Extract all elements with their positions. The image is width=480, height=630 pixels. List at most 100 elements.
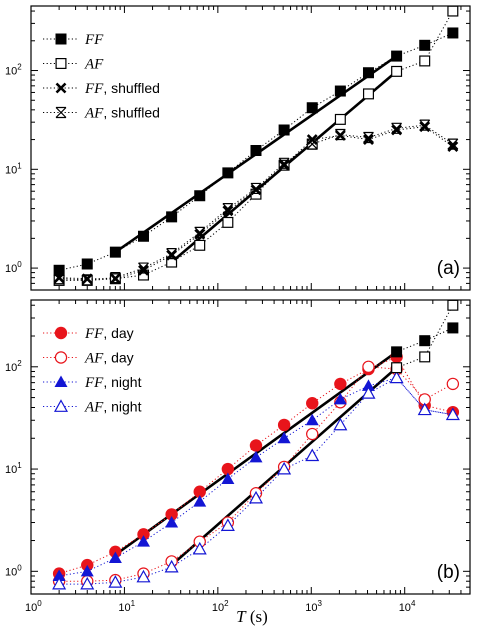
data-point (249, 439, 263, 452)
data-point (166, 256, 178, 268)
y-tick-label: 101 (5, 461, 22, 476)
x-tick-label: 104 (399, 599, 416, 614)
y-tick-exponent: 2 (17, 63, 22, 72)
data-point (194, 226, 206, 238)
y-tick-base: 10 (5, 66, 17, 78)
data-point (53, 274, 65, 286)
panel-label: (a) (437, 258, 460, 279)
axis-ticks (30, 6, 471, 291)
series-line (59, 10, 454, 281)
data-point (391, 122, 403, 134)
data-point (305, 413, 319, 426)
data-point (277, 461, 292, 475)
y-tick-label: 101 (5, 161, 22, 176)
legend-marker (55, 33, 67, 45)
x-tick-base: 10 (399, 602, 411, 614)
legend-entry: FF, day (84, 325, 134, 342)
data-point (138, 262, 149, 274)
data-point (250, 184, 262, 196)
data-point (447, 322, 459, 334)
data-point (305, 448, 320, 462)
y-tick-label: 102 (5, 359, 22, 374)
data-point (250, 182, 262, 195)
y-tick-label: 102 (5, 63, 22, 78)
x-tick-base: 10 (305, 602, 317, 614)
data-point (278, 124, 290, 136)
x-tick-base: 10 (118, 602, 130, 614)
data-point (109, 246, 121, 258)
data-point (334, 85, 346, 97)
data-point (419, 335, 431, 347)
series-FF-0 (53, 27, 459, 276)
data-point (447, 138, 459, 150)
data-point (361, 386, 376, 399)
data-point (445, 407, 460, 421)
y-tick-label: 100 (5, 260, 22, 275)
data-point (165, 516, 179, 528)
axis-ticks (30, 300, 471, 595)
data-point (194, 190, 206, 202)
legend-entry-var: AF (84, 57, 104, 73)
legend-entry-var: FF (84, 375, 104, 391)
x-axis-title: T (s) (236, 607, 268, 626)
data-point (81, 258, 93, 270)
data-point (192, 541, 207, 555)
data-point (221, 472, 235, 484)
legend-entry-suffix: , day (103, 325, 133, 341)
data-point (334, 113, 346, 125)
y-tick-base: 10 (5, 164, 17, 176)
legend-entry: AF (84, 57, 104, 73)
plot-frame (30, 299, 471, 595)
y-tick-base: 10 (5, 566, 17, 578)
legend-marker (53, 399, 69, 412)
x-tick-label: 100 (25, 599, 42, 614)
x-tick-exponent: 3 (318, 599, 323, 608)
data-point (108, 551, 122, 563)
data-point (136, 535, 150, 547)
x-tick-exponent: 1 (131, 599, 136, 608)
data-point (391, 50, 403, 62)
legend-marker (55, 106, 67, 119)
data-point (165, 508, 178, 521)
data-point (333, 392, 347, 405)
data-point (389, 370, 404, 384)
data-point (362, 360, 375, 373)
data-point (277, 418, 291, 432)
data-point (81, 273, 93, 285)
series-extra-4 (391, 322, 459, 358)
data-point (306, 102, 318, 114)
legend-entry: AF, night (84, 399, 142, 416)
data-point (306, 138, 318, 150)
series-AFshuffled-3 (53, 119, 459, 286)
data-point (419, 39, 431, 51)
legend-entry: FF, night (84, 374, 142, 391)
data-point (333, 417, 348, 431)
data-point (109, 272, 121, 284)
legend-entry-suffix: , night (103, 399, 141, 415)
data-point (391, 346, 403, 358)
x-axis-title-var: T (236, 607, 247, 626)
data-point (447, 299, 459, 311)
data-point (136, 569, 151, 583)
x-tick-label: 103 (305, 599, 322, 614)
data-point (220, 518, 235, 531)
data-point (193, 495, 207, 507)
data-point (363, 131, 374, 144)
y-tick-exponent: 0 (17, 563, 22, 572)
legend-entry-var: FF (84, 81, 104, 97)
legend-marker (54, 326, 68, 340)
data-point (53, 273, 65, 285)
data-point (80, 564, 94, 577)
series-AFnight-3 (52, 370, 460, 590)
data-point (447, 5, 459, 17)
data-point (222, 203, 234, 215)
legend-entry-var: AF (84, 106, 104, 122)
data-point (250, 145, 262, 157)
legend-marker (55, 82, 67, 94)
legend-entry-suffix: , night (103, 374, 141, 390)
legend-entry-suffix: , shuffled (103, 105, 160, 121)
